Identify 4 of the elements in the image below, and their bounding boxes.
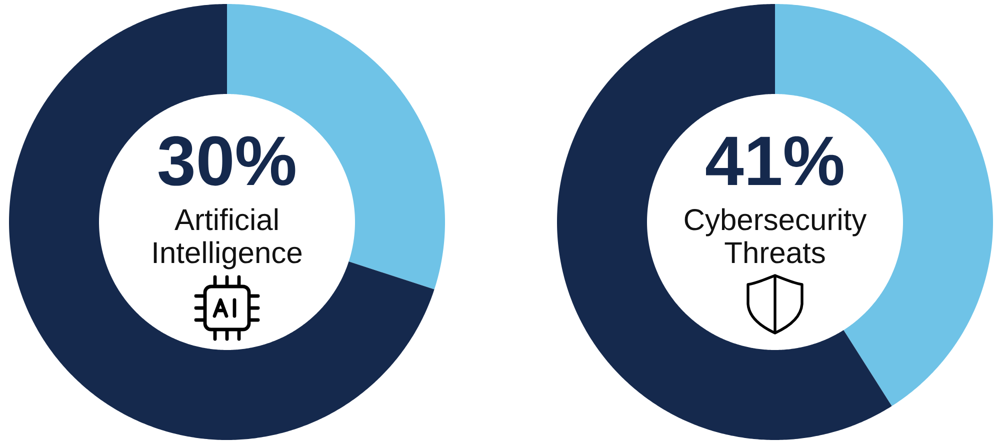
slice-label: Artificial Intelligence <box>154 208 302 270</box>
data-label: 41% <box>706 136 844 186</box>
data-label: 30% <box>158 136 296 186</box>
slice-label: Cybersecurity Threats <box>684 208 867 264</box>
